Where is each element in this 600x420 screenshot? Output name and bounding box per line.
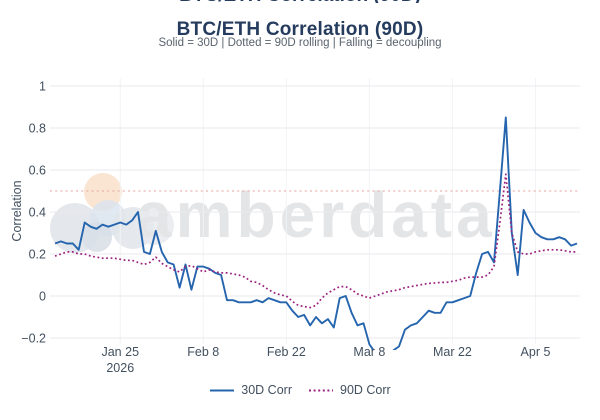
chart-title: BTC/ETH Correlation (90D) (176, 18, 424, 40)
y-tick-label: −0.2 (21, 332, 46, 346)
y-tick-label: 0.6 (29, 164, 46, 178)
y-tick-label: 0.8 (29, 122, 46, 136)
x-tick-label: Feb 8 (187, 345, 219, 359)
y-tick-label: 0.4 (29, 206, 46, 220)
x-tick-label: Mar 22 (433, 345, 472, 359)
x-tick-label: Mar 8 (353, 345, 385, 359)
legend-item-90d[interactable]: 90D Corr (308, 383, 391, 397)
legend-label: 90D Corr (340, 383, 391, 397)
chart-subtitle: Solid = 30D | Dotted = 90D rolling | Fal… (158, 37, 442, 49)
legend-item-30d[interactable]: 30D Corr (209, 383, 292, 397)
x-tick-label: Jan 25 (101, 345, 139, 359)
watermark-text: amberdata (136, 179, 496, 251)
y-tick-label: 0.2 (29, 248, 46, 262)
x-tick-label: Feb 22 (267, 345, 306, 359)
y-tick-label: 0 (39, 290, 46, 304)
legend-line-sample-30d (210, 389, 235, 391)
legend-line-sample-90d (309, 389, 333, 391)
legend: 30D Corr 90D Corr (0, 383, 600, 397)
legend-label: 30D Corr (241, 383, 292, 397)
x-tick-label: Apr 5 (521, 345, 551, 359)
y-tick-label: 1 (39, 80, 46, 94)
series-30d-line (54, 116, 578, 350)
cropped-text-fragment: BTC/ETH Correlation (90D) (0, 0, 600, 3)
series-90d-line (54, 173, 577, 309)
x-tick-sublabel: 2026 (106, 361, 134, 375)
